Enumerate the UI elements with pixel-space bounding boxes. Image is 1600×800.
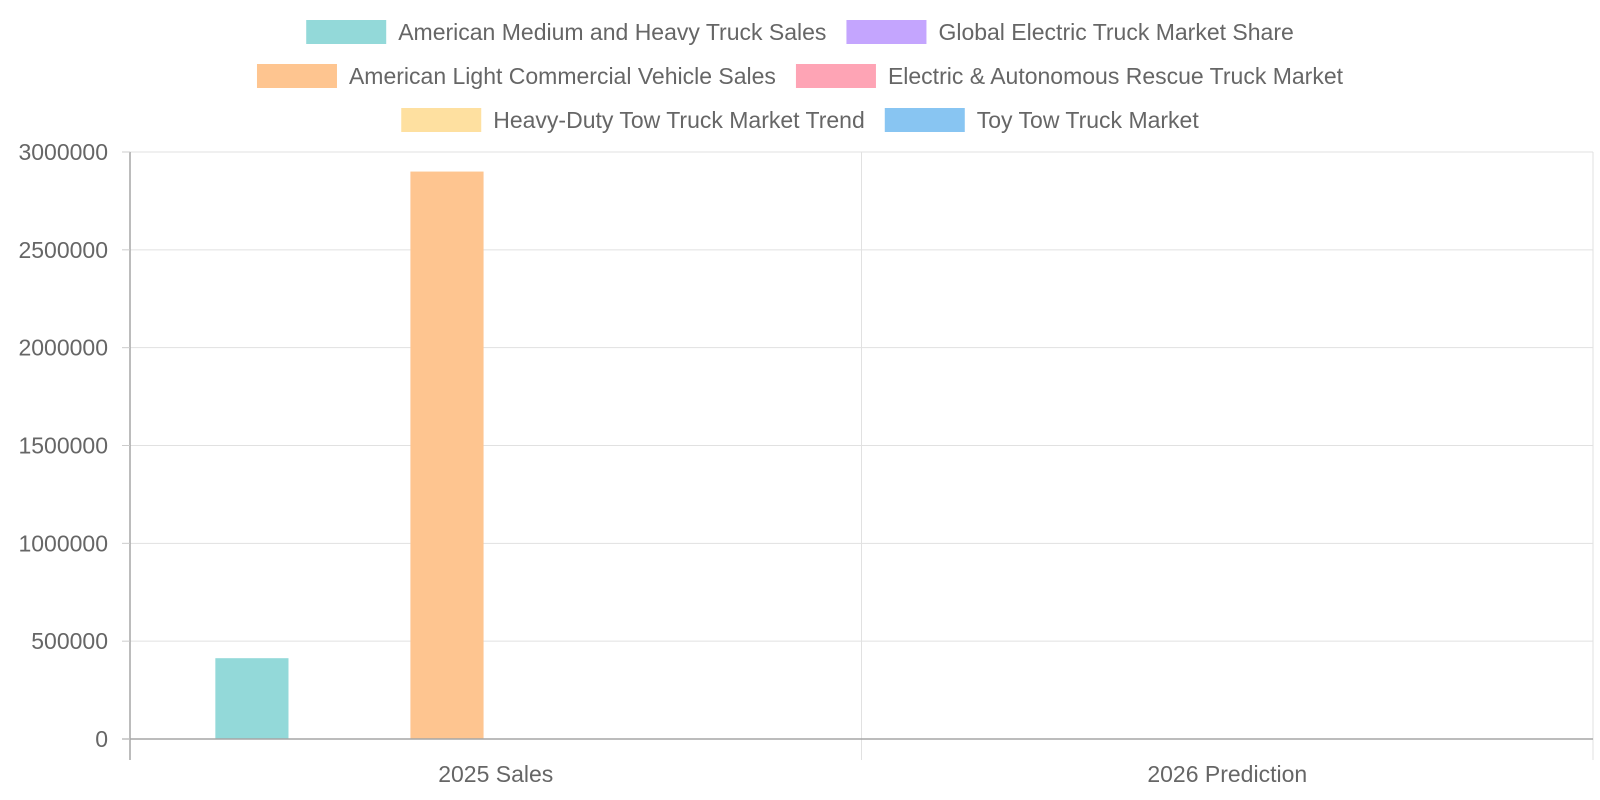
legend-swatch-electric-autonomous-rescue-truck-market — [795, 64, 876, 88]
y-tick-label: 2500000 — [18, 237, 108, 263]
y-tick-label: 2000000 — [18, 335, 108, 361]
x-tick-label-2025-sales: 2025 Sales — [438, 761, 553, 787]
legend-label-american-light-commercial-vehicle-sales: American Light Commercial Vehicle Sales — [349, 63, 776, 89]
y-tick-label: 500000 — [31, 628, 108, 654]
legend-swatch-american-medium-and-heavy-truck-sales — [306, 20, 387, 44]
legend-swatch-global-electric-truck-market-share — [846, 20, 927, 44]
legend-label-american-medium-and-heavy-truck-sales: American Medium and Heavy Truck Sales — [398, 19, 826, 45]
y-tick-label: 1000000 — [18, 530, 108, 556]
bar-american-medium-and-heavy-truck-sales-2025-sales[interactable] — [215, 658, 289, 739]
y-tick-label: 3000000 — [18, 139, 108, 165]
y-tick-label: 1500000 — [18, 433, 108, 459]
legend: American Medium and Heavy Truck Sales Glo… — [256, 19, 1344, 133]
legend-item-electric-autonomous-rescue-truck-market[interactable]: Electric & Autonomous Rescue Truck Marke… — [795, 63, 1344, 89]
bars — [215, 171, 484, 740]
legend-swatch-american-light-commercial-vehicle-sales — [256, 64, 337, 88]
legend-item-american-medium-and-heavy-truck-sales[interactable]: American Medium and Heavy Truck Sales — [306, 19, 826, 45]
axes — [122, 152, 1593, 760]
y-axis-ticks: 0 500000 1000000 1500000 2000000 2500000 30000… — [18, 139, 130, 752]
legend-item-global-electric-truck-market-share[interactable]: Global Electric Truck Market Share — [846, 19, 1294, 45]
x-axis-ticks: 2025 Sales 2026 Prediction — [438, 761, 1307, 787]
bar-american-light-commercial-vehicle-sales-2025-sales[interactable] — [410, 171, 484, 740]
legend-item-heavy-duty-tow-truck-market-trend[interactable]: Heavy-Duty Tow Truck Market Trend — [401, 107, 865, 133]
legend-label-heavy-duty-tow-truck-market-trend: Heavy-Duty Tow Truck Market Trend — [493, 107, 865, 133]
legend-item-american-light-commercial-vehicle-sales[interactable]: American Light Commercial Vehicle Sales — [256, 63, 776, 89]
x-tick-label-2026-prediction: 2026 Prediction — [1147, 761, 1307, 787]
grid-lines — [130, 151, 1594, 760]
legend-item-toy-tow-truck-market[interactable]: Toy Tow Truck Market — [884, 107, 1200, 133]
legend-label-electric-autonomous-rescue-truck-market: Electric & Autonomous Rescue Truck Marke… — [888, 63, 1344, 89]
legend-swatch-toy-tow-truck-market — [884, 108, 965, 132]
legend-swatch-heavy-duty-tow-truck-market-trend — [401, 108, 482, 132]
y-tick-label: 0 — [95, 726, 108, 752]
legend-label-toy-tow-truck-market: Toy Tow Truck Market — [977, 107, 1200, 133]
legend-label-global-electric-truck-market-share: Global Electric Truck Market Share — [938, 19, 1293, 45]
